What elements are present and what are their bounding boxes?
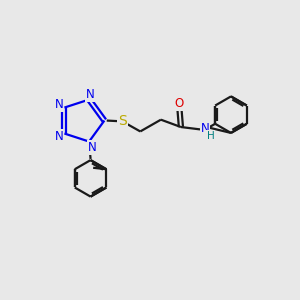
Text: N: N	[88, 141, 96, 154]
Text: H: H	[206, 131, 214, 141]
Text: N: N	[86, 88, 95, 101]
Text: O: O	[175, 97, 184, 110]
Text: N: N	[201, 122, 209, 135]
Text: N: N	[55, 98, 64, 111]
Text: N: N	[55, 130, 64, 143]
Text: S: S	[118, 114, 126, 128]
